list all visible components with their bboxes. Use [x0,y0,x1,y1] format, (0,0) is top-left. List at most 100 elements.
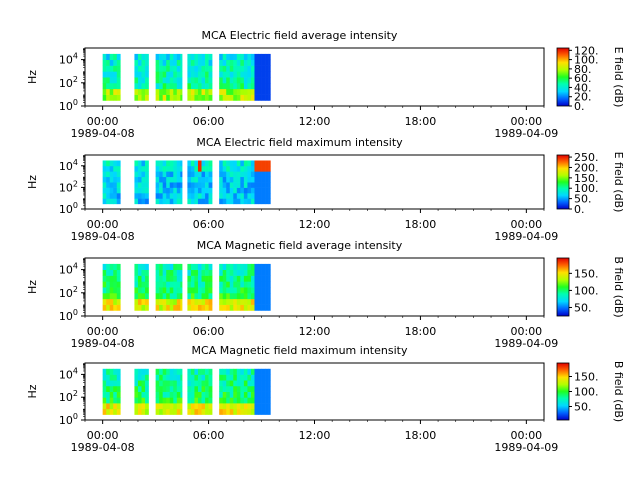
spectrogram-cell [250,165,255,172]
spectrogram-cell [247,397,252,404]
spectrogram-cell [197,263,202,271]
spectrogram-cell [141,198,146,205]
spectrogram-cell [134,263,139,271]
spectrogram-cell [102,88,107,95]
spectrogram-cell [268,187,271,194]
spectrogram-cell [109,281,114,288]
spectrogram-cell [197,391,202,398]
spectrogram-cell [258,71,262,78]
spectrogram-cell [197,198,202,205]
spectrogram-cell [243,53,248,61]
spectrogram-cell [197,187,202,194]
spectrogram-cell [187,59,192,66]
spectrogram-cell [180,293,183,300]
spectrogram-cell [240,269,245,276]
spectrogram-cell [155,385,160,392]
spectrogram-cell [243,193,248,199]
spectrogram-cell [247,408,252,415]
spectrogram-cell [229,193,234,199]
spectrogram-cell [265,368,269,375]
panel-title: MCA Electric field maximum intensity [196,136,403,149]
spectrogram-cell [219,71,223,78]
spectrogram-cell [116,71,121,78]
x-tick-label: 00:00 [87,325,119,338]
spectrogram-cell [268,263,271,271]
spectrogram-cell [247,88,252,95]
panel-4: MCA Magnetic field maximum intensity Hz 10… [26,344,625,454]
spectrogram-cell [109,71,114,78]
spectrogram-cell [109,403,114,410]
spectrogram-cell [169,408,174,415]
spectrogram-cell [113,275,118,282]
spectrogram-cell [106,403,111,410]
spectrogram-cell [236,187,241,194]
spectrogram-cell [229,298,234,305]
colorbar-tick-label: 150. [574,371,599,384]
spectrogram-cell [205,59,209,66]
colorbar-tick-label: 250. [574,151,599,164]
spectrogram-cell [226,59,231,66]
spectrogram-cell [162,368,167,375]
spectrogram-cell [208,88,213,95]
spectrogram-cell [243,403,248,410]
spectrogram-cell [205,298,209,305]
spectrogram-cell [106,165,111,172]
spectrogram-cell [247,403,252,410]
spectrogram-cell [194,281,199,288]
spectrogram-cell [169,304,174,311]
spectrogram-cell [113,374,118,381]
y-tick-label: 102 [59,389,78,404]
spectrogram-cell [155,176,160,183]
spectrogram-cell [240,182,245,188]
spectrogram-cell [268,298,271,305]
spectrogram-cell [265,269,269,276]
spectrogram-cell [190,77,195,84]
spectrogram-cell [247,269,252,276]
spectrogram-cell [166,171,171,178]
spectrogram-cell [243,374,248,381]
spectrogram-cell [208,193,213,199]
spectrogram-cell [247,391,252,398]
spectrogram-cell [226,397,231,404]
spectrogram-cell [190,187,195,194]
spectrogram-cell [222,198,227,205]
spectrogram-cell [219,171,223,178]
spectrogram-cell [169,171,174,178]
spectrogram-cell [229,397,234,404]
spectrogram-cell [176,293,181,300]
spectrogram-cell [106,187,111,194]
spectrogram-cell [137,368,142,375]
spectrogram-cell [229,160,234,167]
spectrogram-cell [243,298,248,305]
spectrogram-cell [233,380,238,387]
spectrogram-cell [102,83,107,90]
spectrogram-cell [180,275,183,282]
spectrogram-cell [176,304,181,311]
spectrogram-cell [106,380,111,387]
spectrogram-cell [243,160,248,167]
x-tick-label: 00:00 [87,429,119,442]
spectrogram-cell [159,83,163,90]
spectrogram-cell [134,385,139,392]
spectrogram-cell [190,53,195,61]
spectrogram-cell [201,187,206,194]
spectrogram-cell [201,263,206,271]
spectrogram-cell [247,65,252,72]
spectrogram-cell [166,368,171,375]
spectrogram-cell [113,380,118,387]
spectrogram [102,160,271,205]
spectrogram-cell [180,59,183,66]
spectrogram-cell [240,171,245,178]
spectrogram-cell [145,374,149,381]
spectrogram-cell [187,269,192,276]
spectrogram-cell [197,165,202,172]
spectrogram-cell [187,94,192,101]
spectrogram-cell [162,298,167,305]
spectrogram-cell [180,65,183,72]
spectrogram-cell [236,94,241,101]
spectrogram-cell [194,53,199,61]
spectrogram-cell [236,293,241,300]
spectrogram-cell [197,160,202,167]
spectrogram-cell [205,187,209,194]
x-tick-label: 06:00 [193,325,225,338]
